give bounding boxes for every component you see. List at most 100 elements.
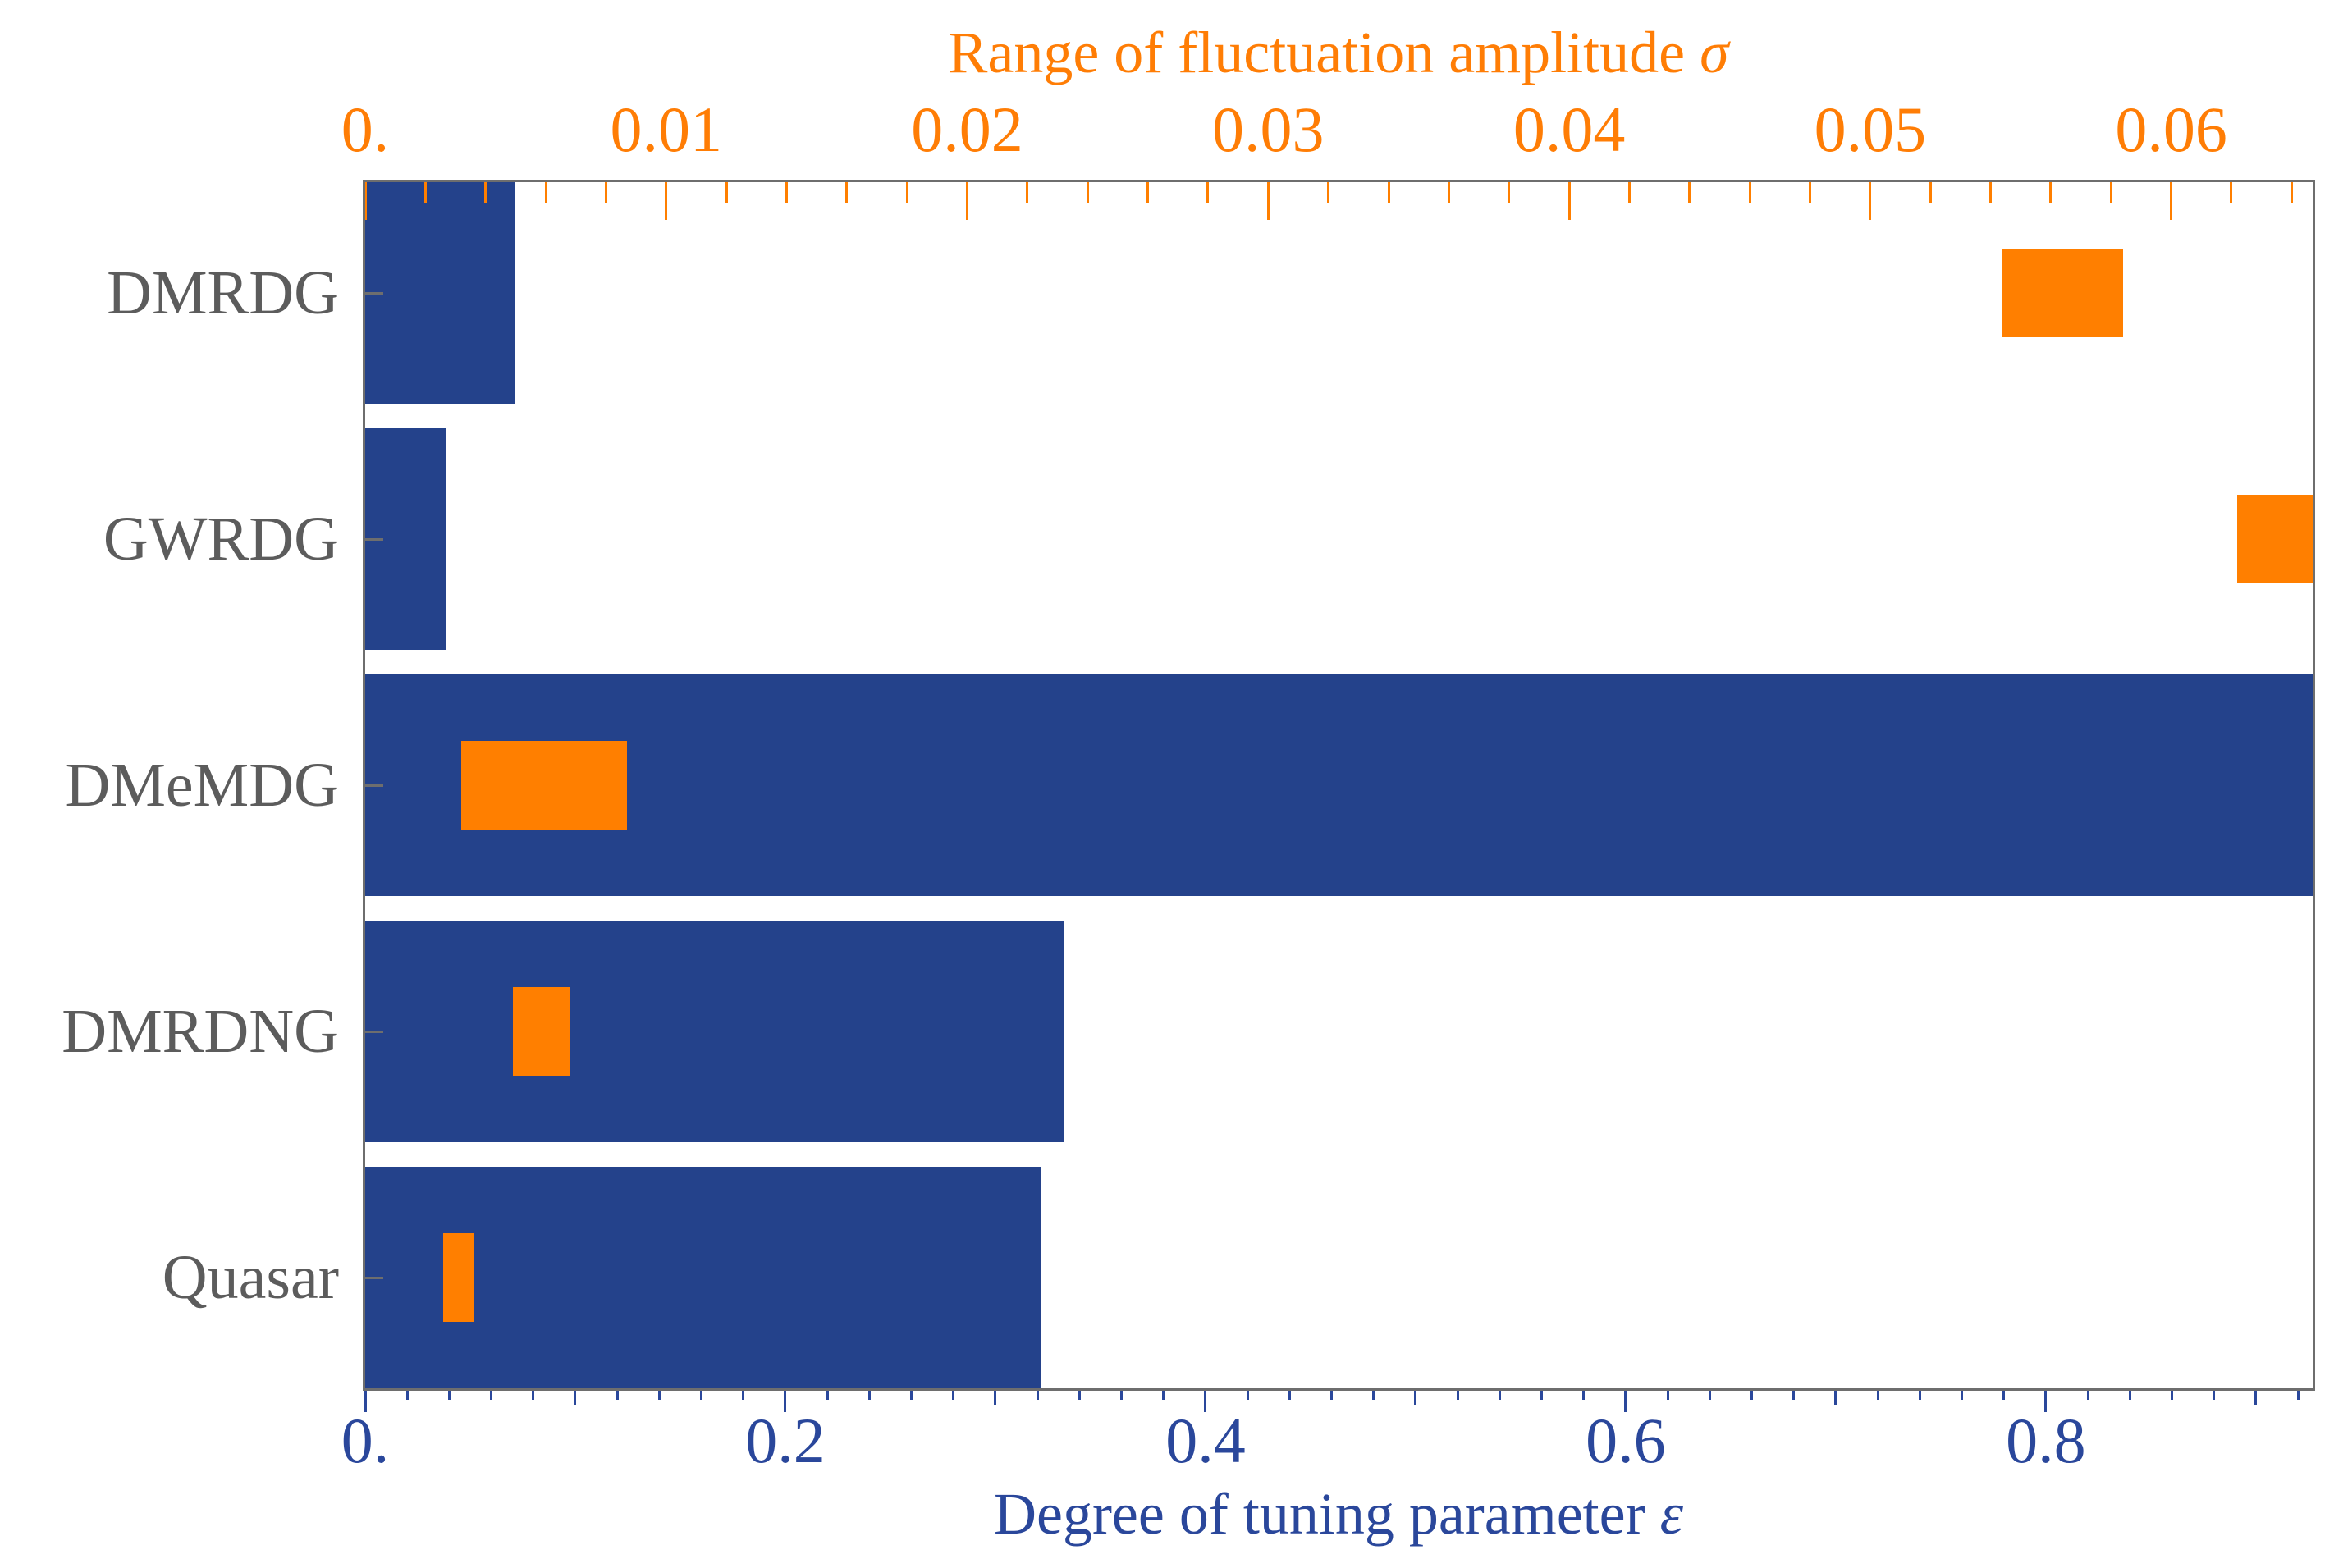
- top-axis-tick-label: 0.: [341, 94, 390, 165]
- bottom-axis-minor-tick: [532, 1391, 535, 1400]
- y-axis-tick: [365, 291, 383, 295]
- bottom-axis-major-tick: [1204, 1391, 1207, 1412]
- top-axis-minor-tick: [1146, 182, 1150, 203]
- y-axis-tick: [365, 1030, 383, 1033]
- bar-DMRDNG: [365, 921, 1064, 1142]
- top-axis-minor-tick: [725, 182, 728, 203]
- plot-area: [363, 180, 2315, 1391]
- bottom-axis-minor-tick: [1372, 1391, 1375, 1400]
- bottom-axis-minor-tick: [952, 1391, 955, 1400]
- bottom-axis-minor-tick: [1961, 1391, 1963, 1400]
- bottom-axis-minor-tick: [1036, 1391, 1039, 1400]
- top-axis-minor-tick: [484, 182, 487, 203]
- category-label-GWRDG: GWRDG: [103, 505, 339, 574]
- top-axis-minor-tick: [1327, 182, 1330, 203]
- sigma-symbol: σ: [1700, 20, 1729, 85]
- bar-DMRDG: [365, 182, 516, 404]
- category-label-DMeMDG: DMeMDG: [65, 751, 339, 820]
- sigma-range-DMeMDG: [461, 741, 628, 830]
- top-axis-minor-tick: [2290, 182, 2293, 203]
- top-axis-minor-tick: [604, 182, 607, 203]
- category-label-DMRDNG: DMRDNG: [62, 997, 339, 1066]
- bottom-axis-major-tick: [1624, 1391, 1627, 1412]
- bottom-axis-minor-tick: [1540, 1391, 1544, 1400]
- bottom-axis-minor-tick: [1120, 1391, 1124, 1400]
- top-axis-minor-tick: [785, 182, 788, 203]
- bottom-axis-title-text: Degree of tuning parameter: [994, 1481, 1645, 1547]
- bottom-axis-minor-tick: [1708, 1391, 1711, 1400]
- top-axis-minor-tick: [1447, 182, 1450, 203]
- top-axis-minor-tick: [1688, 182, 1691, 203]
- bottom-axis-minor-tick: [490, 1391, 493, 1400]
- top-axis-minor-tick: [1387, 182, 1390, 203]
- bottom-axis-minor-tick: [1498, 1391, 1501, 1400]
- top-axis-major-tick: [365, 182, 367, 220]
- bottom-axis-minor-tick: [447, 1391, 451, 1400]
- top-axis-minor-tick: [845, 182, 849, 203]
- top-axis-tick-label: 0.05: [1814, 94, 1927, 165]
- sigma-range-Quasar: [443, 1233, 474, 1322]
- bottom-axis-tick-label: 0.: [341, 1405, 390, 1476]
- top-axis-tick-label: 0.02: [911, 94, 1023, 165]
- bottom-axis-tick-label: 0.2: [745, 1405, 826, 1476]
- bottom-axis-minor-tick: [1456, 1391, 1459, 1400]
- bottom-axis-minor-tick: [1330, 1391, 1334, 1400]
- top-axis-title-text: Range of fluctuation amplitude: [948, 20, 1686, 85]
- sigma-range-DMRDG: [2002, 249, 2123, 337]
- bottom-axis-minor-tick: [1582, 1391, 1586, 1400]
- bottom-axis-minor-tick: [2170, 1391, 2173, 1400]
- bottom-axis-title: Degree of tuning parameter ε: [994, 1479, 1683, 1548]
- bar-Quasar: [365, 1167, 1042, 1388]
- bottom-axis-major-tick: [784, 1391, 787, 1412]
- top-axis-minor-tick: [2230, 182, 2233, 203]
- top-axis-tick-label: 0.01: [610, 94, 723, 165]
- bottom-axis-minor-tick: [1792, 1391, 1796, 1400]
- bottom-axis-minor-tick: [2213, 1391, 2216, 1400]
- top-axis-major-tick: [1567, 182, 1571, 220]
- bottom-axis-minor-tick: [405, 1391, 409, 1400]
- bottom-axis-major-tick: [2044, 1391, 2048, 1412]
- bottom-axis-minor-tick: [910, 1391, 913, 1400]
- top-axis-minor-tick: [1808, 182, 1811, 203]
- bottom-axis-tick-label: 0.8: [2006, 1405, 2086, 1476]
- bottom-axis-medium-tick: [2254, 1391, 2258, 1405]
- bottom-axis-minor-tick: [616, 1391, 619, 1400]
- top-axis-minor-tick: [544, 182, 547, 203]
- bottom-axis-medium-tick: [1834, 1391, 1837, 1405]
- top-axis-minor-tick: [2109, 182, 2112, 203]
- bottom-axis-minor-tick: [1246, 1391, 1249, 1400]
- bottom-axis-minor-tick: [826, 1391, 829, 1400]
- top-axis-minor-tick: [905, 182, 908, 203]
- top-axis-minor-tick: [1989, 182, 1993, 203]
- bar-DMeMDG: [365, 674, 2313, 896]
- bottom-axis-minor-tick: [1666, 1391, 1669, 1400]
- bottom-axis-tick-label: 0.6: [1586, 1405, 1666, 1476]
- top-axis-title: Range of fluctuation amplitude σ: [948, 18, 1728, 87]
- bottom-axis-minor-tick: [1750, 1391, 1753, 1400]
- top-axis-minor-tick: [1086, 182, 1089, 203]
- y-axis-tick: [365, 784, 383, 787]
- bottom-axis-medium-tick: [574, 1391, 577, 1405]
- top-axis-minor-tick: [1206, 182, 1210, 203]
- bottom-axis-minor-tick: [1918, 1391, 1921, 1400]
- top-axis-minor-tick: [1929, 182, 1932, 203]
- bottom-axis-medium-tick: [994, 1391, 997, 1405]
- sigma-range-DMRDNG: [512, 987, 570, 1076]
- top-axis-minor-tick: [1508, 182, 1511, 203]
- top-axis-major-tick: [966, 182, 969, 220]
- bottom-axis-major-tick: [364, 1391, 367, 1412]
- bottom-axis-minor-tick: [2296, 1391, 2300, 1400]
- top-axis-major-tick: [2170, 182, 2173, 220]
- bottom-axis-minor-tick: [2002, 1391, 2006, 1400]
- bottom-axis-minor-tick: [700, 1391, 703, 1400]
- bottom-axis-minor-tick: [2128, 1391, 2131, 1400]
- top-axis-major-tick: [665, 182, 668, 220]
- bottom-axis-minor-tick: [2086, 1391, 2089, 1400]
- y-axis-tick: [365, 537, 383, 541]
- top-axis-minor-tick: [2049, 182, 2053, 203]
- top-axis-minor-tick: [1627, 182, 1631, 203]
- bottom-axis-minor-tick: [867, 1391, 871, 1400]
- category-label-Quasar: Quasar: [162, 1243, 339, 1312]
- top-axis-minor-tick: [1748, 182, 1751, 203]
- top-axis-minor-tick: [423, 182, 427, 203]
